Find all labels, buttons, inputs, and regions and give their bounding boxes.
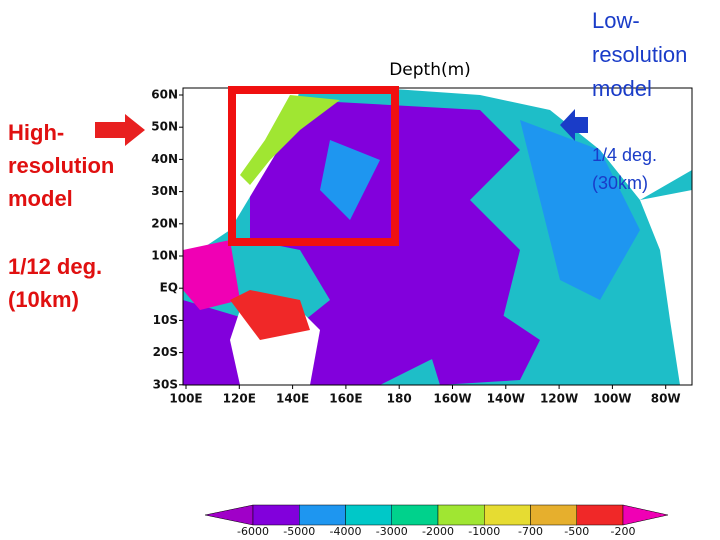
lon-label: 180 [387, 392, 412, 406]
arrow [560, 109, 588, 141]
colorbar-segment [252, 504, 300, 526]
basin [520, 120, 640, 300]
lat-label: 40N [151, 152, 178, 166]
left-note: 1/12 deg. [8, 254, 102, 279]
lat-label: 30S [153, 377, 178, 391]
lat-label: 30N [151, 184, 178, 198]
left-note: model [8, 186, 73, 211]
deep-ocean [420, 300, 540, 385]
lon-label: 120E [223, 392, 256, 406]
lon-label: 100E [169, 392, 202, 406]
land-america [640, 190, 692, 385]
left-note: High- [8, 120, 64, 145]
map [182, 86, 693, 386]
lon-label: 120W [540, 392, 578, 406]
lat-label: 50N [151, 120, 178, 134]
map-title: Depth(m) [389, 60, 471, 80]
colorbar-label: -4000 [330, 525, 362, 538]
colorbar-segment [299, 504, 346, 526]
land-america [380, 88, 692, 200]
lon-label: 160E [329, 392, 362, 406]
lon-label: 160W [433, 392, 471, 406]
right-note: resolution [592, 42, 687, 67]
colorbar-end [204, 504, 254, 526]
colorbar-label: -200 [611, 525, 636, 538]
land-asia [183, 88, 300, 250]
lat-label: 60N [151, 88, 178, 102]
colorbar-segment [530, 504, 577, 526]
shelf [240, 95, 340, 185]
colorbar-label: -700 [518, 525, 543, 538]
lat-label: EQ [160, 281, 178, 295]
frame [182, 87, 693, 386]
lat-label: 10S [153, 313, 178, 327]
lon-label: 100W [593, 392, 631, 406]
arrow [95, 114, 145, 146]
colorbar-label: -2000 [422, 525, 454, 538]
colorbar-label: -1000 [468, 525, 500, 538]
colorbar-segment [484, 504, 531, 526]
left-note: resolution [8, 153, 114, 178]
highlight-box [228, 86, 399, 246]
lon-label: 140E [276, 392, 309, 406]
colorbar-label: -3000 [376, 525, 408, 538]
colorbar-segment [576, 504, 624, 526]
right-note: Low- [592, 8, 640, 33]
shelf [183, 240, 240, 310]
colorbar-segment [437, 504, 485, 526]
right-note: 1/4 deg. [592, 145, 657, 165]
right-note: (30km) [592, 173, 648, 193]
shelf [230, 290, 310, 340]
colorbar-end [622, 504, 669, 526]
left-note: (10km) [8, 287, 79, 312]
colorbar-label: -5000 [283, 525, 315, 538]
colorbar-label: -6000 [237, 525, 269, 538]
right-note: model [592, 76, 652, 101]
basin [320, 140, 380, 220]
lon-label: 140W [487, 392, 525, 406]
lat-label: 10N [151, 249, 178, 263]
colorbar-label: -500 [564, 525, 589, 538]
lon-label: 80W [651, 392, 681, 406]
lat-label: 20N [151, 216, 178, 230]
colorbar-segment [345, 504, 392, 526]
lat-label: 20S [153, 345, 178, 359]
colorbar-segment [391, 504, 439, 526]
